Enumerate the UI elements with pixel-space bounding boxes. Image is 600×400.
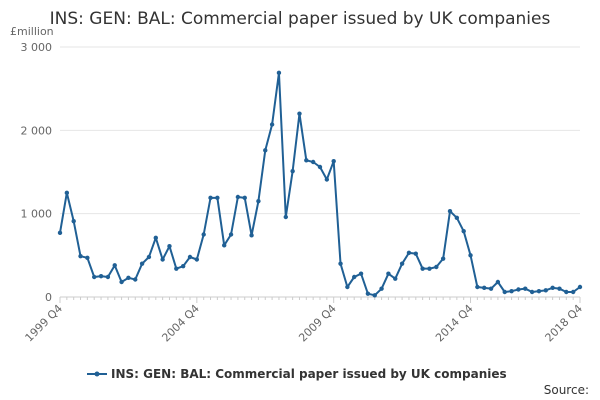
data-point[interactable] [222,243,227,248]
data-point[interactable] [393,276,398,281]
data-point[interactable] [523,286,528,291]
data-point[interactable] [482,285,487,291]
data-point[interactable] [372,293,377,298]
data-point[interactable] [379,286,384,291]
data-point[interactable] [447,208,453,214]
data-point[interactable] [495,279,501,285]
data-point[interactable] [543,288,548,293]
y-axis-unit-label: £million [10,25,54,38]
data-point[interactable] [57,230,63,236]
y-tick-label: 0 [45,291,52,304]
data-point[interactable] [78,253,83,259]
data-point[interactable] [577,284,583,290]
data-point[interactable] [358,271,364,276]
data-point[interactable] [194,257,200,262]
data-point[interactable] [85,255,90,261]
source-label: Source: [544,383,589,397]
data-point[interactable] [242,195,247,201]
data-point[interactable] [488,286,494,291]
y-tick-label: 3 000 [21,41,53,54]
data-point[interactable] [133,277,138,282]
data-point[interactable] [126,275,131,281]
data-point[interactable] [352,274,357,280]
series-line [59,71,581,297]
data-point[interactable] [228,232,234,237]
data-point[interactable] [112,263,117,268]
x-tick-label: 1999 Q4 [23,302,66,345]
legend-label: INS: GEN: BAL: Commercial paper issued b… [111,367,507,381]
data-point[interactable] [160,257,165,262]
legend[interactable]: INS: GEN: BAL: Commercial paper issued b… [87,367,507,381]
data-point[interactable] [413,251,418,256]
data-point[interactable] [440,256,446,261]
data-point[interactable] [208,195,213,201]
data-point[interactable] [536,288,542,294]
data-point[interactable] [64,190,70,196]
data-point[interactable] [71,218,76,224]
data-point[interactable] [570,289,576,295]
data-point[interactable] [297,111,302,116]
data-point[interactable] [105,274,111,280]
x-tick-label: 2018 Q4 [543,302,586,345]
data-point[interactable] [331,158,336,164]
data-point[interactable] [502,289,507,295]
x-axis: 1999 Q4 2004 Q4 2009 Q4 2014 Q4 2018 Q4 [23,297,586,345]
data-point[interactable] [406,250,412,256]
data-point[interactable] [324,177,330,182]
data-point[interactable] [345,284,350,290]
data-point[interactable] [269,122,275,127]
data-point[interactable] [529,289,535,295]
data-point[interactable] [119,279,124,285]
data-point[interactable] [338,261,343,266]
data-point[interactable] [98,273,104,279]
data-point[interactable] [304,158,309,163]
data-point[interactable] [434,264,439,270]
data-point[interactable] [201,232,206,237]
data-point[interactable] [454,215,460,221]
data-point[interactable] [146,254,152,260]
data-point[interactable] [139,261,145,266]
series-layer [57,70,583,298]
data-point[interactable] [468,253,473,258]
data-point[interactable] [365,291,371,296]
data-point[interactable] [509,288,514,294]
data-point[interactable] [153,235,158,241]
data-point[interactable] [283,214,288,220]
y-tick-label: 2 000 [21,124,53,137]
gridlines [60,46,580,298]
data-point[interactable] [92,274,97,280]
x-tick-label: 2014 Q4 [433,302,476,345]
legend-marker-swatch [94,371,100,377]
data-point[interactable] [290,168,295,174]
data-point[interactable] [310,159,316,165]
data-point[interactable] [317,164,323,170]
data-point[interactable] [249,233,254,238]
data-point[interactable] [516,287,521,292]
y-axis-tick-labels: 0 1 000 2 000 3 000 [21,41,53,304]
data-point[interactable] [256,198,261,204]
data-point[interactable] [550,285,555,291]
data-point[interactable] [235,194,241,200]
data-point[interactable] [167,243,172,249]
data-point[interactable] [461,228,466,234]
x-tick-label: 2004 Q4 [159,302,202,345]
y-tick-label: 1 000 [21,208,53,221]
chart-title: INS: GEN: BAL: Commercial paper issued b… [50,9,551,29]
data-point[interactable] [420,266,425,271]
data-point[interactable] [557,286,562,291]
x-tick-label: 2009 Q4 [296,302,339,345]
data-point[interactable] [399,261,405,266]
data-point[interactable] [475,284,480,290]
data-point[interactable] [263,148,268,153]
data-point[interactable] [215,195,220,201]
data-point[interactable] [386,271,391,276]
data-point[interactable] [180,263,186,269]
data-point[interactable] [174,266,179,271]
data-point[interactable] [427,266,432,271]
data-point[interactable] [276,70,282,76]
data-point[interactable] [564,289,569,295]
data-point[interactable] [187,254,193,260]
